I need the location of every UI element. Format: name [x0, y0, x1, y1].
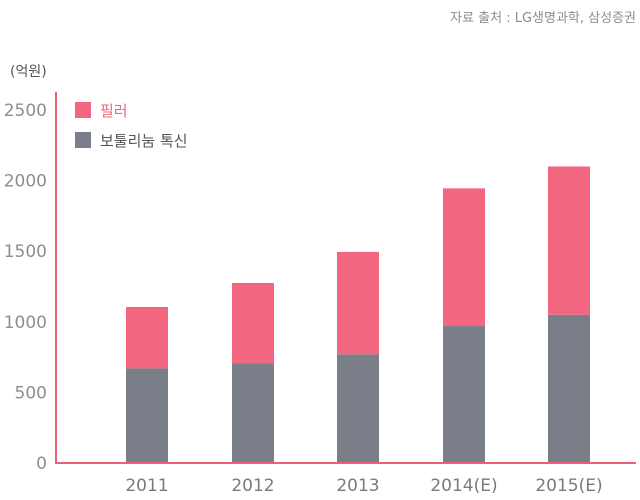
x-axis-ticks: 2011 2012 2013 2014(E) 2015(E) — [125, 476, 602, 496]
y-axis-unit-label: (억원) — [10, 64, 47, 80]
bar-segment-botox — [126, 368, 168, 463]
x-tick-label: 2014(E) — [430, 476, 497, 496]
bar-segment-filler — [232, 282, 274, 364]
x-tick-label: 2015(E) — [535, 476, 602, 496]
y-tick-label: 1500 — [4, 242, 47, 262]
legend-label: 필러 — [100, 102, 128, 120]
source-note: 자료 출처 : LG생명과학, 삼성증권 — [450, 11, 636, 26]
x-tick-label: 2012 — [231, 476, 274, 496]
bar-segment-botox — [337, 354, 379, 463]
legend-swatch — [75, 132, 91, 148]
y-tick-label: 1000 — [4, 313, 47, 333]
bars — [126, 166, 590, 463]
bar-segment-filler — [337, 251, 379, 355]
bar-segment-filler — [126, 306, 168, 369]
bar-segment-filler — [548, 166, 590, 315]
bar-segment-filler — [443, 188, 485, 327]
x-tick-label: 2013 — [336, 476, 379, 496]
y-tick-label: 0 — [36, 454, 47, 474]
y-tick-label: 500 — [15, 383, 47, 403]
x-tick-label: 2011 — [125, 476, 168, 496]
bar-segment-botox — [548, 314, 590, 463]
y-tick-label: 2000 — [4, 172, 47, 192]
y-axis-ticks: 0 500 1000 1500 2000 2500 — [4, 101, 47, 474]
legend-swatch — [75, 102, 91, 118]
bar-segment-botox — [232, 363, 274, 463]
bar-segment-botox — [443, 326, 485, 463]
legend-label: 보툴리눔 톡신 — [100, 132, 188, 150]
y-tick-label: 2500 — [4, 101, 47, 121]
